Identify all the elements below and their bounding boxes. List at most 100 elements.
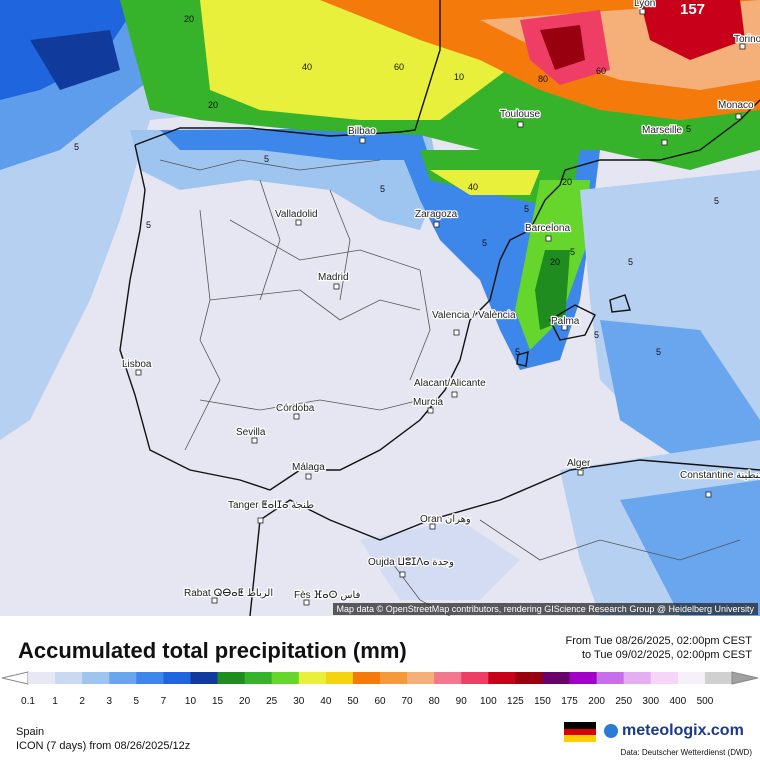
city-marker-cordoba [293,413,300,420]
city-marker-torino [739,43,746,50]
period-from: From Tue 08/26/2025, 02:00pm CEST [565,635,753,647]
city-sevilla[interactable]: Sevilla [235,426,267,444]
region-name: Spain [16,726,45,738]
contour-label: 5 [570,247,575,257]
city-lyon[interactable]: Lyon [633,0,657,15]
legend-swatch [515,672,543,684]
legend-swatch [704,672,733,684]
city-malaga[interactable]: Málaga [291,461,326,480]
period-info: From Tue 08/26/2025, 02:00pm CEST to Tue… [566,634,753,662]
legend-tick-label: 20 [239,696,251,707]
border-spain-portugal [184,209,221,451]
city-marker-palma [561,324,568,331]
model-info: ICON (7 days) from 08/26/2025/12z [16,740,191,752]
precip-area-red-alps [640,0,745,60]
legend-swatch [569,672,598,684]
border-regions-6 [159,159,381,171]
city-monaco[interactable]: Monaco [717,99,755,120]
contour-label: 5 [74,142,79,152]
legend-tick-label: 125 [507,696,524,707]
map-attribution[interactable]: Map data © OpenStreetMap contributors, r… [332,603,758,615]
legend-swatch [109,672,137,684]
city-palma[interactable]: Palma [550,315,581,331]
border-regions-3 [199,399,421,411]
city-valladolid[interactable]: Valladolid [274,208,319,226]
city-torino[interactable]: Torino [733,33,760,50]
city-zaragoza[interactable]: Zaragoza [414,208,459,228]
brand-name: meteologix.com [622,722,744,739]
brand-logo[interactable]: meteologix.com [604,722,744,740]
contour-label: 5 [714,196,719,206]
city-marker-alger [577,469,584,476]
city-tanger[interactable]: Tanger ⵟⴰⵏⵊⴰ طنجة [227,499,315,524]
legend-tick-label: 400 [670,696,687,707]
city-oujda[interactable]: Oujda ⵡⵓⵊⴷⴰ وجدة [367,556,455,578]
city-label-lisboa: Lisboa [122,359,152,370]
city-label-tanger: Tanger ⵟⴰⵏⵊⴰ طنجة [228,500,314,511]
legend-arrow-left [1,671,29,685]
contour-label: 20 [208,100,218,110]
city-toulouse[interactable]: Toulouse [499,108,542,128]
city-marker-marseille [661,139,668,146]
legend-swatch [136,672,164,684]
color-legend: 0.1 1 2 3 5 7 10 15 20 25 30 40 50 60 70 80 90 100 125 150 1… [1,671,759,707]
city-valencia[interactable]: Valencia / València [431,309,517,336]
city-alicante[interactable]: Alacant/Alicante [413,377,487,398]
city-marker-sevilla [251,437,258,444]
city-label-fes: Fès ⴼⴰⵙ فاس [294,590,361,601]
legend-tick-label: 0.1 [21,696,35,707]
legend-swatch [488,672,516,684]
legend-tick-label: 80 [429,696,441,707]
legend-swatch [190,672,219,684]
data-source: Data: Deutscher Wetterdienst (DWD) [620,748,752,757]
legend-tick-label: 150 [534,696,551,707]
legend-tick-label: 40 [320,696,332,707]
city-marker-monaco [735,113,742,120]
city-constantine[interactable]: Constantine قسنطينة [679,469,760,498]
city-oran[interactable]: Oran وهران [419,513,472,530]
city-label-oujda: Oujda ⵡⵓⵊⴷⴰ وجدة [368,557,454,568]
legend-tick-label: 500 [697,696,714,707]
legend-tick-label: 100 [480,696,497,707]
precipitation-map[interactable]: Lyon Torino Bilbao Toulouse Marseille Mo… [0,0,760,616]
city-lisboa[interactable]: Lisboa [121,358,153,376]
precip-area-darkgreen-baleares [535,250,570,330]
city-label-toulouse: Toulouse [500,109,540,120]
legend-tick-label: 15 [212,696,224,707]
legend-tick-label: 25 [266,696,278,707]
globe-icon [604,724,618,738]
contour-label: 5 [686,124,691,134]
contour-label: 80 [538,74,548,84]
city-marker-bilbao [359,137,366,144]
city-cordoba[interactable]: Córdoba [275,402,316,420]
legend-tick-label: 60 [374,696,386,707]
city-alger[interactable]: Alger [566,457,592,476]
city-marseille[interactable]: Marseille [641,124,684,146]
city-murcia[interactable]: Murcia [412,396,445,414]
legend-swatch [650,672,679,684]
legend-tick-label: 200 [588,696,605,707]
coastline-north [134,0,441,146]
city-label-murcia: Murcia [413,397,443,408]
coastline-menorca [609,294,631,313]
city-barcelona[interactable]: Barcelona [524,222,572,242]
city-marker-barcelona [545,235,552,242]
contour-label: 40 [468,182,478,192]
city-madrid[interactable]: Madrid [317,271,350,290]
precip-area-blue-mediterranean [600,320,760,470]
contour-label: 60 [394,62,404,72]
legend-swatch [28,672,56,684]
legend-tick-label: 175 [561,696,578,707]
coastline-north-africa [249,459,760,616]
contour-label: 5 [264,154,269,164]
city-marker-lisboa [135,369,142,376]
city-bilbao[interactable]: Bilbao [347,125,377,144]
contour-label: 20 [184,14,194,24]
city-label-oran: Oran وهران [420,514,471,525]
city-fes[interactable]: Fès ⴼⴰⵙ فاس [293,589,362,606]
city-label-zaragoza: Zaragoza [415,209,458,220]
legend-swatch [542,672,571,684]
city-rabat[interactable]: Rabat ⵕⴱⴰⵟ الرباط [183,587,274,604]
precip-area-blue-africa [620,480,760,616]
legend-swatch [380,672,408,684]
